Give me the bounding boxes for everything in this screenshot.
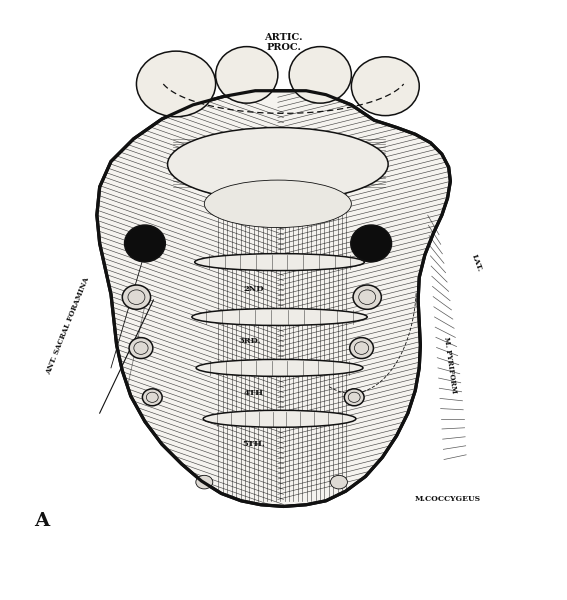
Ellipse shape [129,338,153,359]
Text: ANT. SACRAL FORAMINA: ANT. SACRAL FORAMINA [44,275,91,376]
Ellipse shape [137,51,215,117]
Ellipse shape [196,475,213,489]
Ellipse shape [168,127,388,201]
Ellipse shape [196,359,363,376]
Ellipse shape [331,475,348,489]
Ellipse shape [344,389,364,406]
Ellipse shape [289,47,352,103]
Text: A: A [34,512,49,530]
Polygon shape [97,91,450,506]
Text: 5TH.: 5TH. [242,440,265,448]
Text: 3RD.: 3RD. [238,337,261,345]
Ellipse shape [351,225,392,262]
Ellipse shape [125,225,166,262]
Text: 4TH: 4TH [243,389,264,397]
Ellipse shape [353,285,382,310]
Ellipse shape [215,47,278,103]
Text: M.COCCYGEUS: M.COCCYGEUS [414,495,481,503]
Text: LAT.: LAT. [470,253,484,273]
Ellipse shape [350,338,374,359]
Ellipse shape [204,180,352,227]
Ellipse shape [352,57,419,116]
Ellipse shape [194,254,365,271]
Ellipse shape [142,389,162,406]
Ellipse shape [122,285,151,310]
Text: M. PYRIFORM: M. PYRIFORM [442,336,458,394]
Ellipse shape [203,410,356,427]
Text: BODY
1st.SAC.: BODY 1st.SAC. [241,200,284,219]
Ellipse shape [192,308,367,325]
Text: PROMONTORY: PROMONTORY [213,160,295,169]
Text: ARTIC.
PROC.: ARTIC. PROC. [264,33,303,52]
Text: 2ND: 2ND [243,284,264,293]
